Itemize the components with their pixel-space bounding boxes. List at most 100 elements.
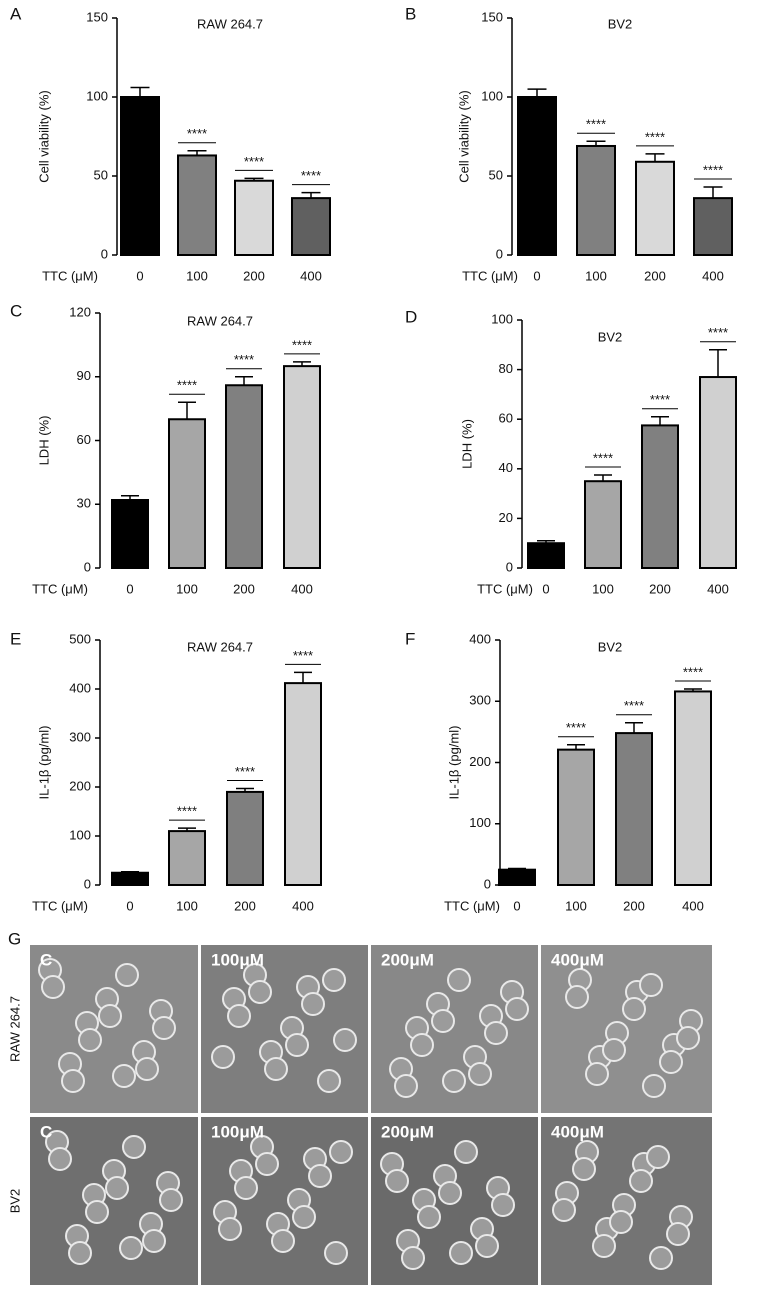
cell-shape bbox=[592, 1234, 616, 1258]
cell-shape bbox=[234, 1176, 258, 1200]
significance-label: **** bbox=[683, 664, 703, 679]
error-bar bbox=[625, 721, 643, 734]
x-axis-label: TTC (μM) bbox=[477, 581, 533, 596]
cell-shape bbox=[642, 1074, 666, 1098]
error-bar bbox=[703, 186, 723, 199]
panel-letter: B bbox=[405, 4, 416, 23]
y-tick-label: 100 bbox=[86, 88, 108, 103]
x-axis-label: TTC (μM) bbox=[32, 581, 88, 596]
y-tick-label: 100 bbox=[481, 88, 503, 103]
significance-label: **** bbox=[187, 126, 207, 141]
bar bbox=[120, 96, 160, 256]
panel-letter: G bbox=[8, 929, 21, 948]
cell-shape bbox=[78, 1028, 102, 1052]
y-tick-label: 300 bbox=[69, 729, 91, 744]
x-tick-label: 400 bbox=[702, 268, 724, 283]
x-tick-label: 200 bbox=[234, 898, 256, 913]
bar bbox=[615, 732, 653, 886]
bar bbox=[517, 96, 557, 256]
y-tick-label: 0 bbox=[506, 559, 513, 574]
x-tick-label: 0 bbox=[136, 268, 143, 283]
x-tick-label: 100 bbox=[565, 898, 587, 913]
error-bar bbox=[236, 787, 254, 792]
cell-shape bbox=[646, 1145, 670, 1169]
y-tick-label: 100 bbox=[69, 827, 91, 842]
error-bar bbox=[244, 177, 264, 181]
cell-shape bbox=[602, 1038, 626, 1062]
y-tick-label: 300 bbox=[469, 693, 491, 708]
bar bbox=[225, 384, 263, 569]
cell-label: 100μM bbox=[211, 950, 264, 969]
bar bbox=[699, 376, 737, 570]
row-label: RAW 264.7 bbox=[7, 996, 22, 1062]
cell-shape bbox=[552, 1198, 576, 1222]
x-tick-label: 100 bbox=[592, 581, 614, 596]
y-tick-label: 80 bbox=[499, 361, 513, 376]
error-bar bbox=[594, 474, 612, 482]
cell-shape bbox=[264, 1057, 288, 1081]
bar bbox=[527, 542, 565, 570]
cell-shape bbox=[629, 1169, 653, 1193]
significance-label: **** bbox=[293, 648, 313, 663]
error-bar bbox=[684, 688, 702, 692]
significance-label: **** bbox=[650, 392, 670, 407]
x-axis-label: TTC (μM) bbox=[444, 898, 500, 913]
y-tick-label: 200 bbox=[69, 778, 91, 793]
cell-shape bbox=[385, 1169, 409, 1193]
x-tick-label: 200 bbox=[243, 268, 265, 283]
x-tick-label: 400 bbox=[682, 898, 704, 913]
cell-shape bbox=[609, 1210, 633, 1234]
cell-shape bbox=[68, 1241, 92, 1265]
cell-shape bbox=[322, 968, 346, 992]
error-bar bbox=[130, 86, 150, 97]
x-tick-label: 200 bbox=[623, 898, 645, 913]
chart-title: BV2 bbox=[598, 329, 623, 344]
bar bbox=[641, 424, 679, 569]
cell-shape bbox=[417, 1205, 441, 1229]
x-tick-label: 400 bbox=[292, 898, 314, 913]
cell-shape bbox=[159, 1188, 183, 1212]
cell-shape bbox=[324, 1241, 348, 1265]
error-bar bbox=[651, 415, 669, 426]
significance-label: **** bbox=[645, 129, 665, 144]
bar bbox=[557, 748, 595, 887]
panel-letter: A bbox=[10, 4, 22, 23]
y-tick-label: 0 bbox=[101, 246, 108, 261]
bar bbox=[177, 154, 217, 257]
bar bbox=[498, 868, 536, 886]
bar bbox=[693, 197, 733, 256]
cell-shape bbox=[135, 1057, 159, 1081]
cell-shape bbox=[292, 1205, 316, 1229]
y-tick-label: 40 bbox=[499, 460, 513, 475]
error-bar bbox=[301, 191, 321, 199]
x-tick-label: 200 bbox=[233, 581, 255, 596]
x-tick-label: 100 bbox=[585, 268, 607, 283]
bar bbox=[168, 418, 206, 569]
y-tick-label: 0 bbox=[496, 246, 503, 261]
cell-shape bbox=[442, 1069, 466, 1093]
significance-label: **** bbox=[301, 168, 321, 183]
cell-shape bbox=[401, 1246, 425, 1270]
y-tick-label: 0 bbox=[84, 876, 91, 891]
significance-label: **** bbox=[177, 378, 197, 393]
bar bbox=[234, 179, 274, 257]
panel-letter: D bbox=[405, 307, 417, 326]
error-bar bbox=[586, 140, 606, 146]
bar bbox=[111, 499, 149, 569]
error-bar bbox=[293, 361, 311, 367]
significance-label: **** bbox=[566, 720, 586, 735]
cell-shape bbox=[505, 997, 529, 1021]
error-bar bbox=[121, 871, 139, 873]
chart-title: BV2 bbox=[608, 16, 633, 31]
cell-shape bbox=[639, 973, 663, 997]
cell-shape bbox=[112, 1064, 136, 1088]
x-axis-label: TTC (μM) bbox=[32, 898, 88, 913]
cell-shape bbox=[484, 1021, 508, 1045]
significance-label: **** bbox=[708, 325, 728, 340]
x-tick-label: 0 bbox=[126, 581, 133, 596]
y-tick-label: 60 bbox=[77, 432, 91, 447]
significance-label: **** bbox=[235, 764, 255, 779]
y-tick-label: 90 bbox=[77, 368, 91, 383]
cell-shape bbox=[227, 1004, 251, 1028]
significance-label: **** bbox=[292, 337, 312, 352]
